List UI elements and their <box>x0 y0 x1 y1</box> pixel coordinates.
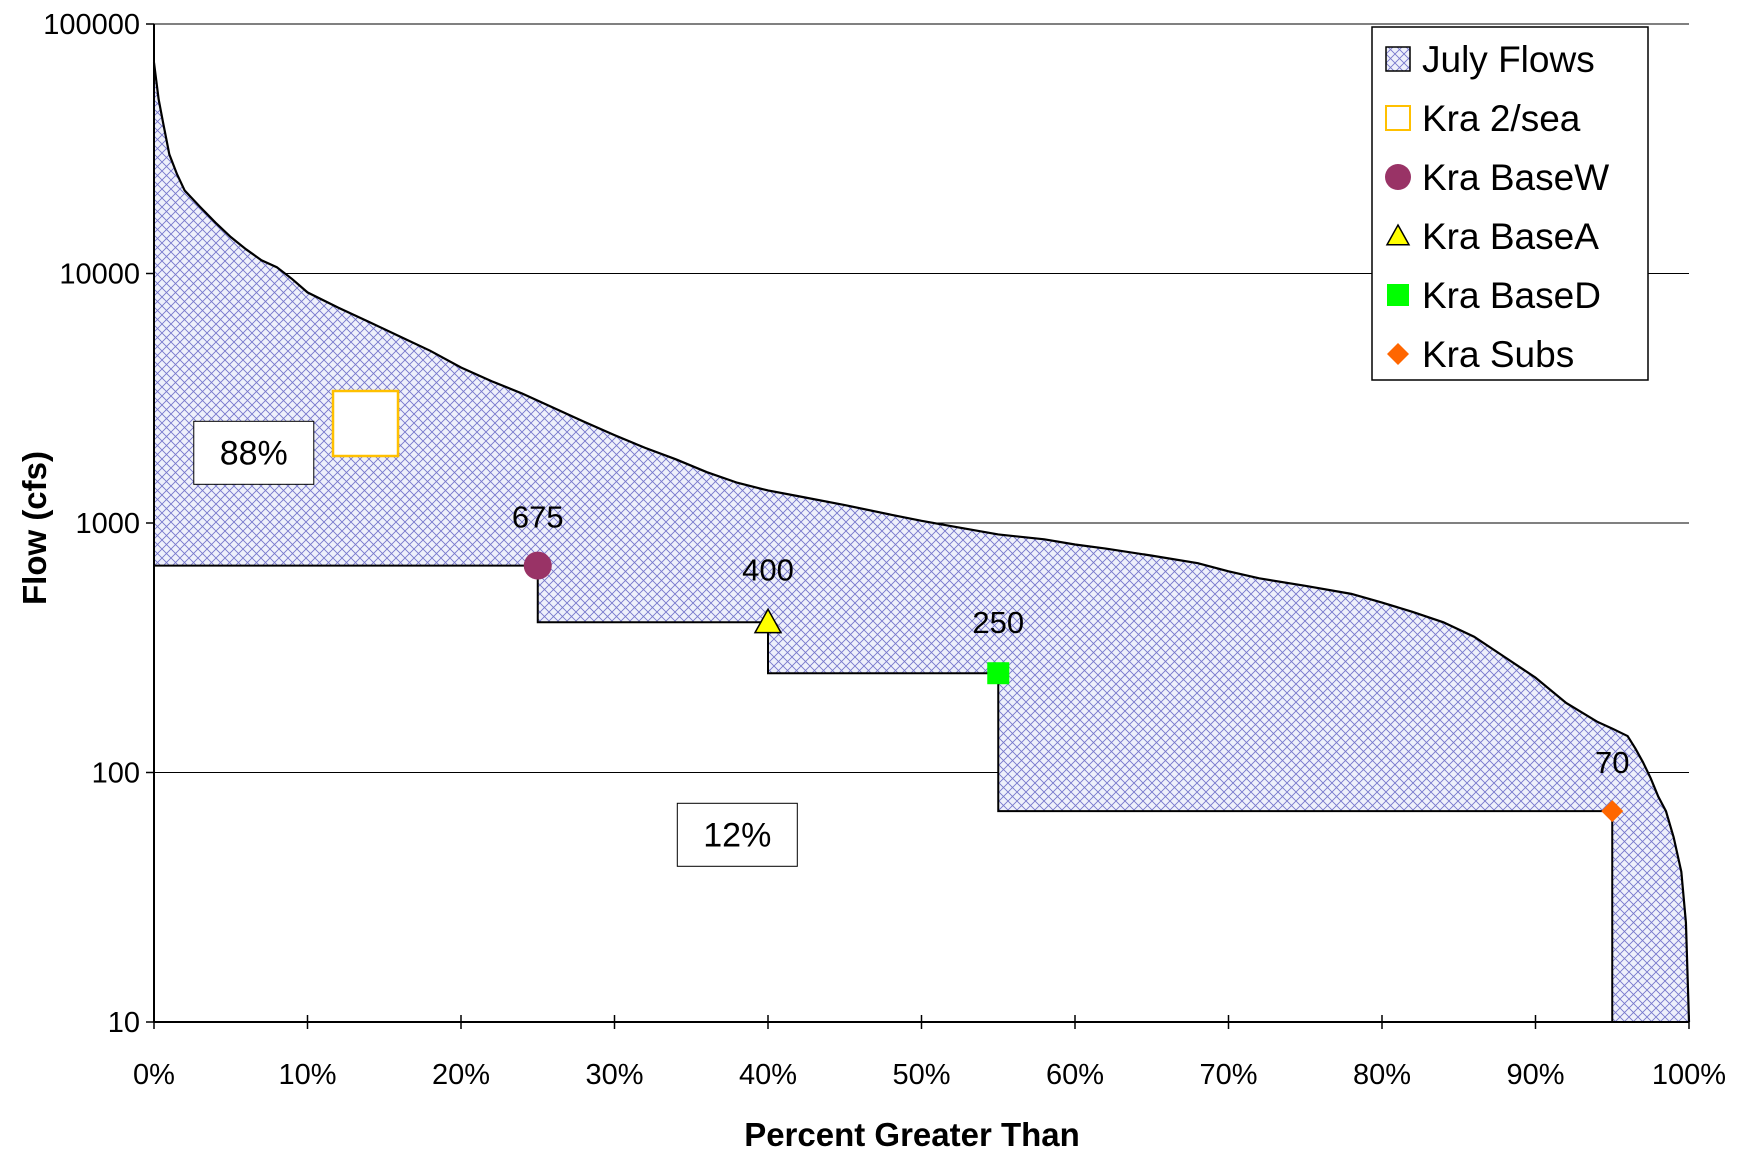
annotation-text-1: 12% <box>703 816 771 854</box>
x-tick-label-100: 100% <box>1652 1059 1726 1091</box>
data-label-250: 250 <box>972 605 1024 640</box>
legend-box <box>1371 26 1649 381</box>
annotation-box-0 <box>193 420 315 485</box>
y-tick-label-10000: 10000 <box>59 259 140 291</box>
july-flows-fill <box>154 62 1689 1022</box>
x-tick-label-20: 20% <box>432 1059 490 1091</box>
axes: 10 100 1000 10000 100000 0% 10% 20% 30% 40% 50% 60%… <box>43 9 1726 1091</box>
legend-july-flows-label: July Flows <box>1422 39 1595 80</box>
x-tick-label-0: 0% <box>133 1059 175 1091</box>
legend-kra-subs-label: Kra Subs <box>1422 334 1574 375</box>
data-label-70: 70 <box>1595 745 1629 780</box>
marker-kra-basea <box>753 607 783 634</box>
legend: July Flows Kra 2/sea Kra BaseW Kra BaseA Kra… <box>1371 26 1649 381</box>
baseline-step-line <box>154 564 1614 1022</box>
data-label-675: 675 <box>512 500 564 535</box>
x-tick-label-80: 80% <box>1353 1059 1411 1091</box>
legend-kra-2-sea-label: Kra 2/sea <box>1422 98 1581 139</box>
x-tick-label-40: 40% <box>739 1059 797 1091</box>
legend-kra-2-sea-swatch <box>1385 105 1411 131</box>
data-label-400: 400 <box>742 552 794 587</box>
y-tick-label-10: 10 <box>108 1007 140 1039</box>
legend-kra-basea-label: Kra BaseA <box>1422 216 1599 257</box>
legend-kra-basew-label: Kra BaseW <box>1422 157 1609 198</box>
legend-kra-based-label: Kra BaseD <box>1422 275 1601 316</box>
x-tick-label-90: 90% <box>1506 1059 1564 1091</box>
marker-kra-basew <box>523 551 552 580</box>
x-tick-label-60: 60% <box>1046 1059 1104 1091</box>
x-tick-label-10: 10% <box>278 1059 336 1091</box>
baseline-steps <box>154 564 1614 1022</box>
kra-2sea-marker <box>331 389 400 458</box>
legend-kra-based-swatch <box>1387 284 1409 306</box>
legend-kra-basea-swatch <box>1385 223 1411 246</box>
x-tick-label-30: 30% <box>585 1059 643 1091</box>
july-flows-area <box>152 62 1691 1023</box>
legend-july-flows-swatch <box>1385 46 1411 72</box>
x-axis-title: Percent Greater Than <box>744 1116 1080 1153</box>
x-tick-label-50: 50% <box>892 1059 950 1091</box>
marker-kra-subs <box>1601 800 1624 823</box>
legend-kra-subs-swatch <box>1387 343 1409 365</box>
y-tick-label-100: 100 <box>92 758 140 790</box>
x-tick-label-70: 70% <box>1199 1059 1257 1091</box>
marker-kra-based <box>987 662 1010 685</box>
y-axis-title: Flow (cfs) <box>16 451 53 605</box>
annotation-box-1 <box>676 802 798 867</box>
annotation-text-0: 88% <box>220 434 288 472</box>
y-tick-label-100000: 100000 <box>43 9 140 41</box>
july-flows-line <box>152 62 1691 1023</box>
y-tick-label-1000: 1000 <box>75 508 140 540</box>
markers: 675 400 250 70 <box>331 389 1629 823</box>
legend-kra-basew-swatch <box>1385 164 1411 190</box>
annotation-boxes: 88% 12% <box>193 420 798 867</box>
